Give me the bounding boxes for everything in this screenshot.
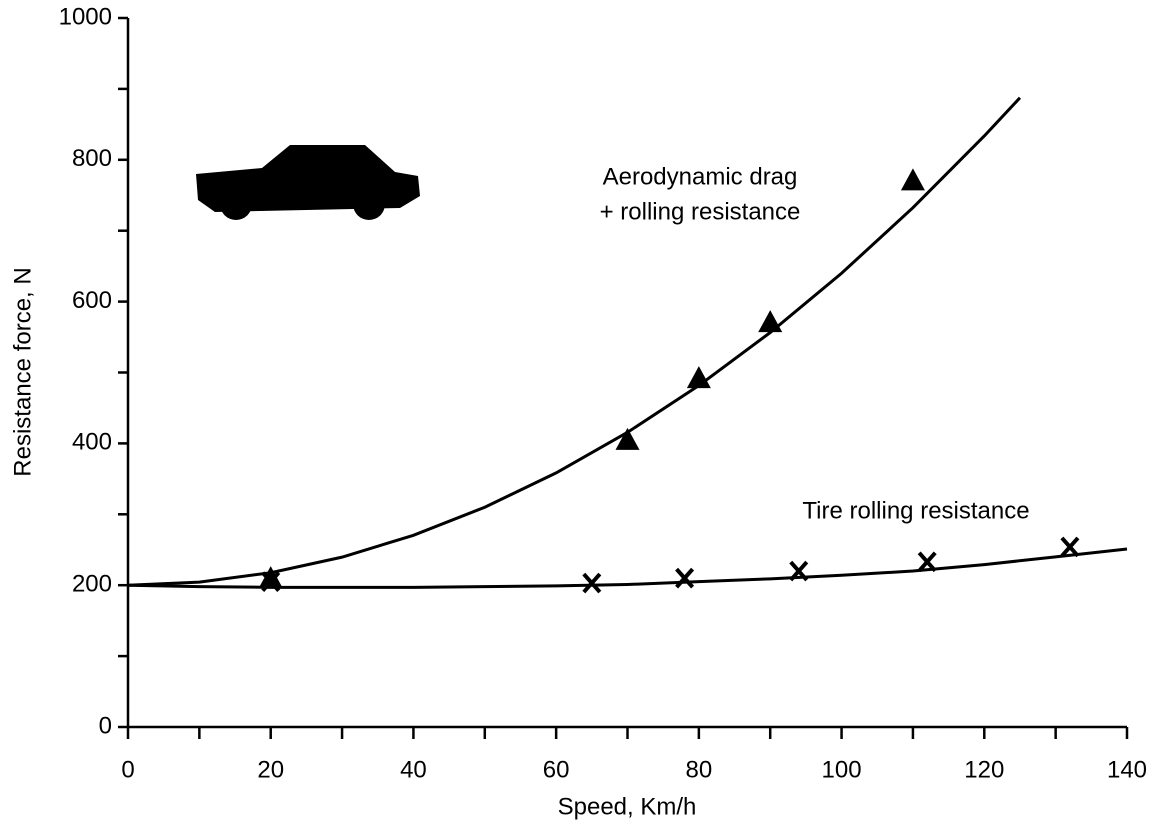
triangle-marker [616,428,640,450]
cross-marker [919,553,935,571]
x-tick-label: 20 [257,756,284,783]
x-axis-label: Speed, Km/h [558,793,697,820]
x-tick-label: 80 [686,756,713,783]
triangle-marker [687,366,711,388]
x-tick-label: 0 [121,756,134,783]
series-label: + rolling resistance [600,198,801,225]
y-tick-label: 200 [72,571,112,598]
y-tick-label: 1000 [59,3,112,30]
y-tick-label: 400 [72,429,112,456]
cross-marker [1062,538,1078,556]
triangle-marker [901,168,925,190]
x-tick-label: 140 [1107,756,1147,783]
series-label: Tire rolling resistance [802,497,1029,524]
y-tick-label: 800 [72,145,112,172]
cross-marker [584,574,600,592]
x-tick-label: 120 [964,756,1004,783]
series-label: Aerodynamic drag [603,163,798,190]
y-tick-label: 0 [99,712,112,739]
triangle-marker [758,310,782,332]
cross-marker [677,569,693,587]
y-axis-label: Resistance force, N [9,267,36,476]
x-tick-label: 100 [822,756,862,783]
chart: Speed, Km/h Resistance force, N 02004006… [0,0,1154,828]
car-icon [196,145,420,220]
y-tick-label: 600 [72,287,112,314]
x-tick-label: 40 [400,756,427,783]
x-tick-label: 60 [543,756,570,783]
